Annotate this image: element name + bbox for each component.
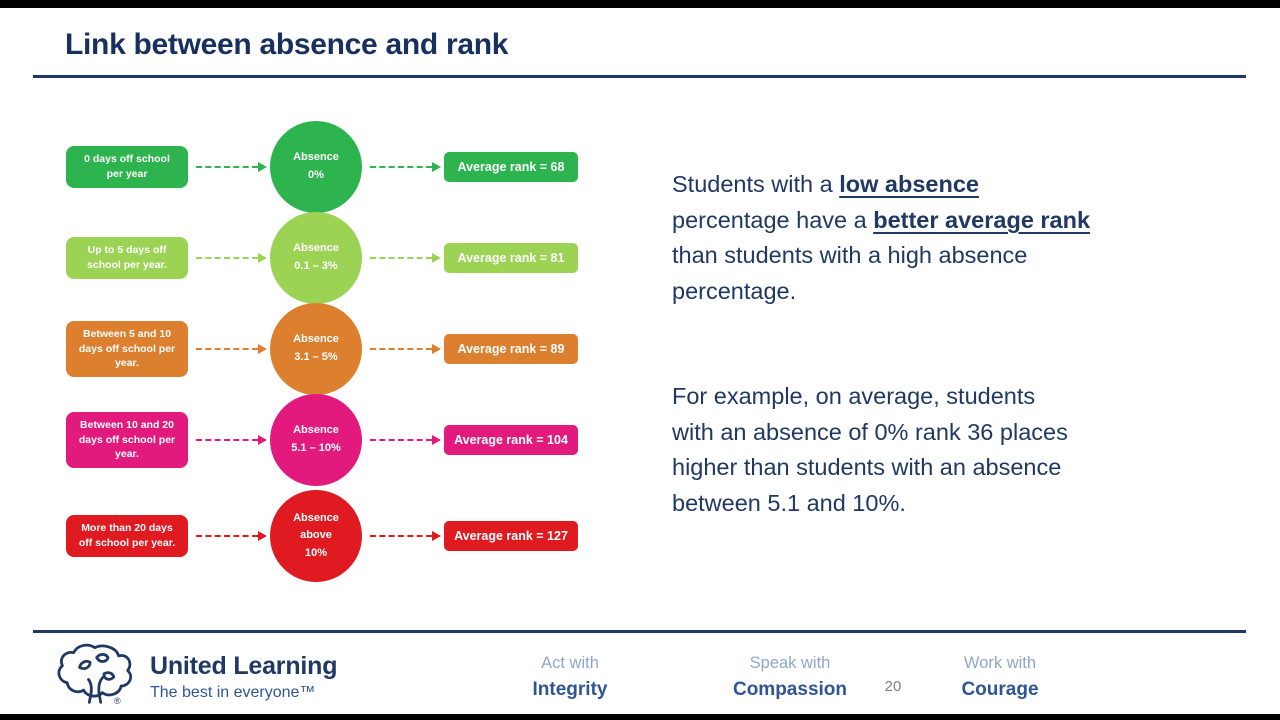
absence-circle: Absence 0.1 – 3% [270, 212, 362, 304]
diagram-row-0: 0 days off school per year Absence 0% Av… [66, 121, 578, 213]
body-text: Students with a low absence percentage h… [672, 132, 1158, 556]
highlight-better-average-rank: better average rank [873, 206, 1091, 233]
title-divider [33, 75, 1246, 78]
brand-name: United Learning [150, 652, 338, 680]
arrow-icon [196, 435, 267, 445]
absence-days-box: 0 days off school per year [66, 146, 188, 188]
arrow-icon [370, 435, 441, 445]
absence-circle: Absence above 10% [270, 490, 362, 582]
tree-icon [57, 643, 132, 704]
registered-mark: ® [114, 696, 121, 706]
body-paragraph-1: Students with a low absence percentage h… [672, 171, 1091, 304]
page-number: 20 [884, 678, 902, 695]
diagram-row-3: Between 10 and 20 days off school per ye… [66, 394, 578, 486]
value-word: Courage [961, 679, 1039, 700]
highlight-low-absence: low absence [839, 171, 979, 198]
body-paragraph-2: For example, on average, students with a… [672, 383, 1068, 516]
average-rank-box: Average rank = 68 [444, 152, 578, 182]
letterbox-top [0, 0, 1280, 8]
average-rank-box: Average rank = 127 [444, 521, 578, 551]
brand-tagline: The best in everyone™ [150, 684, 316, 701]
absence-circle: Absence 0% [270, 121, 362, 213]
footer-value-courage: Work with Courage [961, 654, 1038, 701]
arrow-icon [196, 162, 267, 172]
arrow-icon [196, 531, 267, 541]
value-prefix: Act with [541, 654, 599, 672]
footer-value-integrity: Act with Integrity [533, 654, 608, 701]
arrow-icon [370, 344, 441, 354]
united-learning-logo: United Learning The best in everyone™ [56, 642, 337, 704]
value-prefix: Speak with [749, 654, 831, 672]
average-rank-box: Average rank = 89 [444, 334, 578, 364]
diagram-row-1: Up to 5 days off school per year. Absenc… [66, 212, 578, 304]
absence-circle: Absence 5.1 – 10% [270, 394, 362, 486]
footer-divider [33, 630, 1246, 633]
footer-value-compassion: Speak with Compassion [733, 654, 847, 701]
arrow-icon [370, 162, 441, 172]
absence-days-box: Between 5 and 10 days off school per yea… [66, 320, 188, 378]
average-rank-box: Average rank = 81 [444, 243, 578, 273]
absence-circle: Absence 3.1 – 5% [270, 303, 362, 395]
slide: Link between absence and rank 0 days off… [0, 8, 1280, 714]
average-rank-box: Average rank = 104 [444, 425, 578, 455]
page-title: Link between absence and rank [65, 28, 509, 61]
value-prefix: Work with [963, 654, 1037, 672]
absence-days-box: More than 20 days off school per year. [66, 515, 188, 557]
value-word: Compassion [732, 679, 848, 700]
arrow-icon [370, 253, 441, 263]
diagram-row-4: More than 20 days off school per year. A… [66, 490, 578, 582]
absence-days-box: Up to 5 days off school per year. [66, 237, 188, 279]
brand-text: United Learning The best in everyone™ [150, 642, 337, 704]
arrow-icon [370, 531, 441, 541]
absence-days-box: Between 10 and 20 days off school per ye… [66, 411, 188, 469]
letterbox-bottom [0, 714, 1280, 720]
diagram-row-2: Between 5 and 10 days off school per yea… [66, 303, 578, 395]
value-word: Integrity [532, 679, 608, 700]
arrow-icon [196, 253, 267, 263]
arrow-icon [196, 344, 267, 354]
